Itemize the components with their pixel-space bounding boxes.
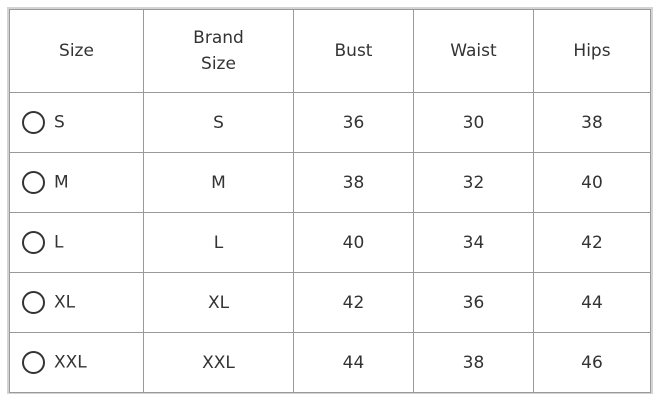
header-brand-line2: Size — [201, 54, 236, 74]
waist-cell: 38 — [413, 332, 534, 393]
brand-size-cell: XXL — [143, 332, 294, 393]
radio-button[interactable] — [22, 351, 45, 374]
bust-cell: 44 — [293, 332, 414, 393]
header-waist: Waist — [413, 9, 534, 93]
brand-size-cell: M — [143, 152, 294, 213]
size-option[interactable]: XXL — [9, 332, 144, 393]
table-row: XL XL 42 36 44 — [9, 272, 651, 333]
radio-button[interactable] — [22, 171, 45, 194]
size-label: M — [54, 172, 69, 193]
brand-size-cell: XL — [143, 272, 294, 333]
hips-cell: 38 — [533, 92, 651, 153]
size-table: Size Brand Size Bust Waist Hips S S 36 30 38 M… — [9, 9, 651, 393]
size-label: XXL — [54, 352, 87, 373]
table-row: L L 40 34 42 — [9, 212, 651, 273]
brand-size-cell: S — [143, 92, 294, 153]
header-brand-size: Brand Size — [143, 9, 294, 93]
brand-size-cell: L — [143, 212, 294, 273]
size-option[interactable]: S — [9, 92, 144, 153]
radio-button[interactable] — [22, 291, 45, 314]
waist-cell: 30 — [413, 92, 534, 153]
table-row: S S 36 30 38 — [9, 92, 651, 153]
table-row: XXL XXL 44 38 46 — [9, 332, 651, 393]
bust-cell: 40 — [293, 212, 414, 273]
waist-cell: 32 — [413, 152, 534, 213]
bust-cell: 42 — [293, 272, 414, 333]
radio-button[interactable] — [22, 231, 45, 254]
size-label: XL — [54, 292, 76, 313]
hips-cell: 40 — [533, 152, 651, 213]
header-row: Size Brand Size Bust Waist Hips — [9, 9, 651, 93]
bust-cell: 36 — [293, 92, 414, 153]
size-chart: Size Brand Size Bust Waist Hips S S 36 30 38 M… — [7, 7, 653, 394]
bust-cell: 38 — [293, 152, 414, 213]
table-row: M M 38 32 40 — [9, 152, 651, 213]
size-option[interactable]: M — [9, 152, 144, 213]
hips-cell: 42 — [533, 212, 651, 273]
header-hips: Hips — [533, 9, 651, 93]
hips-cell: 44 — [533, 272, 651, 333]
size-label: L — [54, 232, 64, 253]
header-size: Size — [9, 9, 144, 93]
waist-cell: 34 — [413, 212, 534, 273]
waist-cell: 36 — [413, 272, 534, 333]
hips-cell: 46 — [533, 332, 651, 393]
size-option[interactable]: L — [9, 212, 144, 273]
header-bust: Bust — [293, 9, 414, 93]
header-brand-line1: Brand — [193, 28, 244, 48]
size-option[interactable]: XL — [9, 272, 144, 333]
size-label: S — [54, 112, 65, 133]
radio-button[interactable] — [22, 111, 45, 134]
